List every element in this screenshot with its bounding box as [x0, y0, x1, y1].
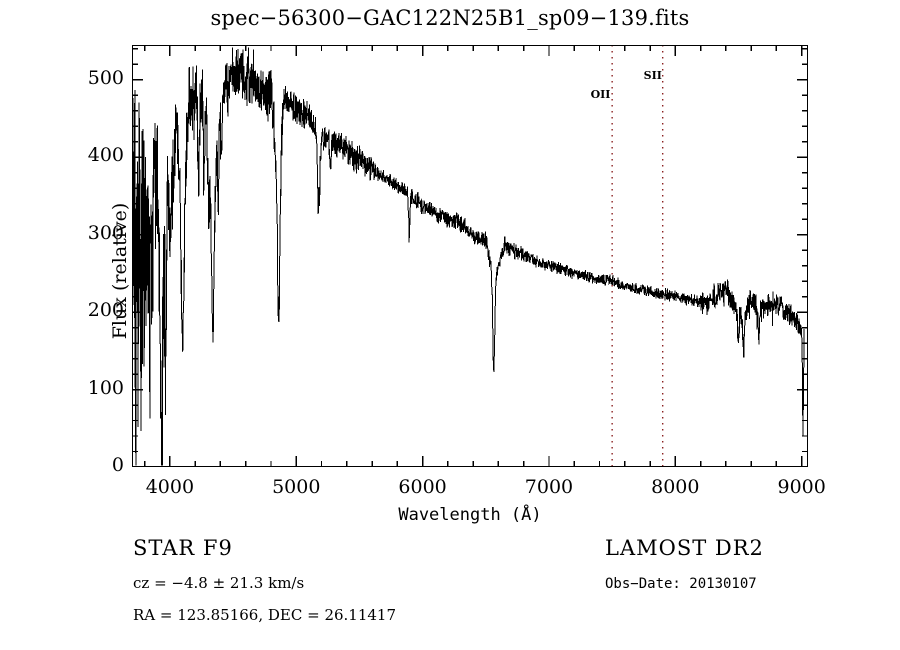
y-tick-label: 500	[87, 66, 124, 89]
x-axis-label: Wavelength (Å)	[398, 505, 542, 525]
x-tick-label: 6000	[398, 476, 447, 498]
obs-date-text: Obs−Date: 20130107	[605, 576, 757, 592]
y-tick-label: 200	[87, 299, 124, 322]
x-tick-label: 5000	[272, 476, 321, 498]
y-tick-label: 0	[111, 454, 124, 476]
x-tick-label: 4000	[145, 476, 195, 498]
y-tick-label: 300	[87, 221, 124, 244]
chart-plot-area	[132, 45, 808, 467]
y-tick-label: 400	[87, 144, 124, 167]
object-class-text: STAR F9	[133, 536, 233, 560]
emission-line-label-oii: OII	[590, 88, 611, 102]
survey-text: LAMOST DR2	[605, 536, 764, 560]
coordinates-text: RA = 123.85166, DEC = 26.11417	[133, 606, 397, 624]
y-axis-tick-labels: 0 100 200 300 400 500	[62, 0, 124, 650]
x-tick-label: 8000	[651, 476, 700, 498]
page-title: spec−56300−GAC122N25B1_sp09−139.fits	[210, 6, 690, 30]
x-tick-label: 9000	[777, 476, 826, 498]
spectrum-svg	[132, 45, 808, 467]
x-tick-label: 7000	[524, 476, 574, 498]
emission-line-label-sii: SII	[643, 68, 662, 82]
redshift-velocity-text: cz = −4.8 ± 21.3 km/s	[133, 574, 305, 592]
y-tick-label: 100	[87, 376, 124, 399]
